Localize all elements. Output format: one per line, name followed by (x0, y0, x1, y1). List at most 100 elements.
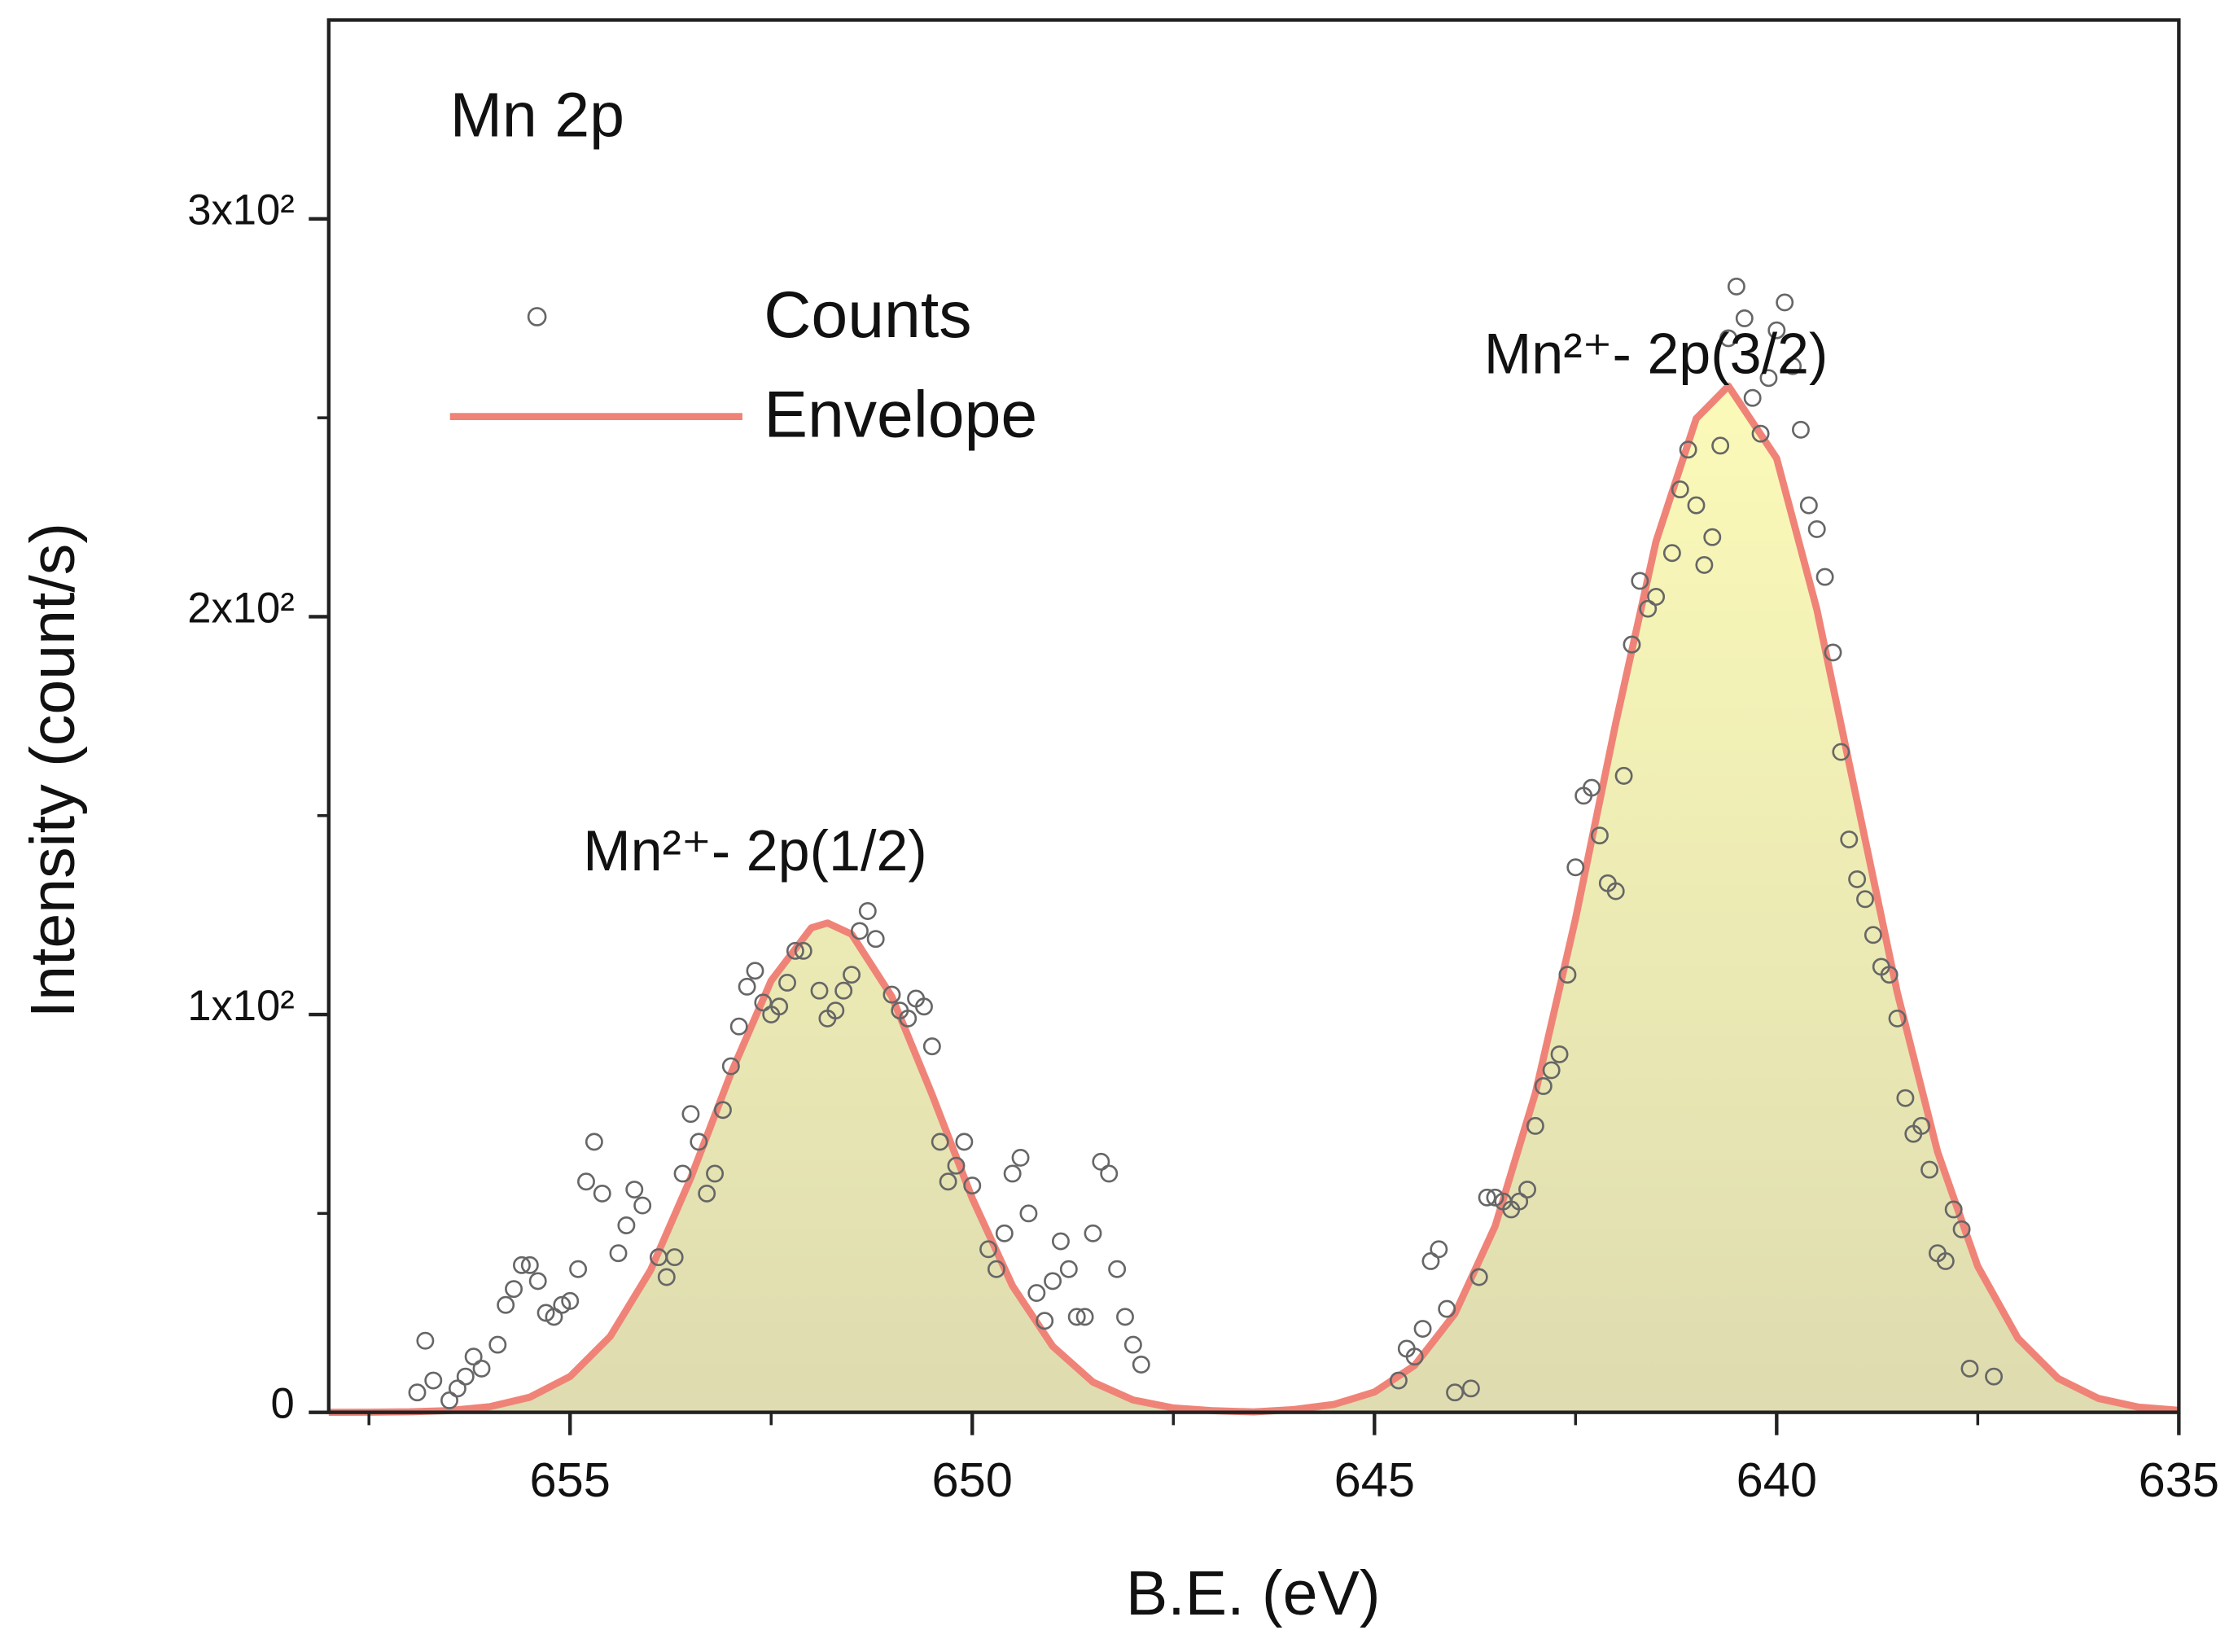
count-point (778, 973, 796, 992)
count-point (1888, 1009, 1907, 1028)
count-point (577, 1172, 595, 1191)
count-point (1719, 329, 1737, 348)
count-point (1840, 830, 1859, 849)
count-point (1848, 870, 1867, 888)
count-point (1662, 544, 1681, 563)
x-tick-label: 655 (530, 1453, 611, 1507)
count-point (1912, 1116, 1931, 1135)
envelope-area (328, 386, 2179, 1413)
count-point (1590, 826, 1609, 845)
count-point (1108, 1260, 1127, 1278)
count-point (1438, 1299, 1456, 1318)
chart-title: Mn 2p (450, 81, 624, 151)
count-point (1606, 882, 1625, 900)
count-point (585, 1133, 603, 1151)
count-point (1767, 321, 1786, 340)
count-point (456, 1367, 475, 1386)
count-point (681, 1105, 700, 1124)
count-point (1776, 293, 1794, 312)
count-point (1679, 440, 1697, 459)
y-axis-label: Intensity (count/s) (18, 523, 88, 1018)
count-point (512, 1255, 531, 1274)
count-point (609, 1244, 628, 1263)
count-point (955, 1133, 974, 1151)
y-tick-label: 1x10² (187, 982, 294, 1030)
count-point (561, 1291, 580, 1310)
count-point (1413, 1320, 1432, 1338)
x-tick-label: 650 (932, 1453, 1013, 1507)
count-point (834, 981, 853, 1000)
count-point (786, 941, 804, 960)
count-point (1566, 858, 1585, 877)
count-point (1920, 1160, 1939, 1179)
count-point (899, 1009, 918, 1028)
count-point (1880, 966, 1899, 984)
count-point (472, 1359, 491, 1378)
count-point (633, 1196, 652, 1215)
count-point (1936, 1252, 1955, 1270)
count-point (1631, 572, 1649, 590)
count-point (1703, 528, 1722, 546)
count-point (528, 1272, 547, 1290)
count-point (1960, 1359, 1979, 1378)
count-point (1461, 1379, 1480, 1398)
count-point (1985, 1367, 2004, 1386)
count-point (424, 1371, 443, 1390)
count-point (1896, 1089, 1915, 1107)
count-point (754, 993, 773, 1012)
count-point (843, 966, 861, 984)
count-point (1027, 1284, 1046, 1303)
count-point (729, 1017, 748, 1036)
count-point (979, 1240, 997, 1259)
count-point (1446, 1383, 1465, 1402)
y-tick-label: 0 (271, 1380, 295, 1428)
peak-annotation: Mn²⁺- 2p(1/2) (583, 819, 927, 883)
count-point (882, 985, 901, 1004)
count-point (665, 1248, 684, 1267)
count-point (1534, 1077, 1553, 1095)
legend-label: Envelope (764, 378, 1037, 451)
count-point (987, 1260, 1005, 1278)
count-point (1526, 1116, 1544, 1135)
x-tick-label: 640 (1737, 1453, 1817, 1507)
count-point (1743, 388, 1762, 407)
count-point (1944, 1200, 1963, 1219)
plot-frame (326, 18, 2181, 1414)
count-point (866, 930, 885, 949)
count-point (1389, 1371, 1408, 1390)
y-tick-label: 3x10² (187, 186, 294, 234)
count-point (625, 1181, 644, 1198)
count-point (706, 1164, 725, 1183)
count-point (657, 1268, 676, 1286)
count-point (850, 922, 869, 940)
count-point (1075, 1308, 1094, 1326)
count-point (858, 902, 877, 920)
count-point (416, 1331, 435, 1350)
count-point (1952, 1220, 1971, 1238)
x-axis-label: B.E. (eV) (1126, 1558, 1381, 1628)
count-point (464, 1347, 483, 1366)
count-point (794, 941, 812, 960)
count-point (505, 1280, 523, 1299)
count-point (1059, 1260, 1078, 1278)
count-point (810, 981, 829, 1000)
count-point (1824, 643, 1842, 662)
count-point (1687, 496, 1706, 515)
count-point (939, 1172, 957, 1191)
count-point (1671, 480, 1689, 499)
legend-marker (527, 307, 547, 326)
count-point (1421, 1252, 1440, 1270)
count-point (1036, 1312, 1054, 1330)
legend-label: Counts (764, 278, 971, 352)
count-point (1116, 1308, 1134, 1326)
count-point (1430, 1240, 1448, 1259)
count-point (714, 1101, 732, 1120)
count-point (1832, 743, 1850, 761)
count-point (922, 1037, 941, 1056)
count-point (1084, 1224, 1102, 1242)
count-point (1542, 1061, 1561, 1080)
count-point (1639, 599, 1658, 618)
count-point (488, 1335, 507, 1354)
count-point (963, 1177, 982, 1195)
